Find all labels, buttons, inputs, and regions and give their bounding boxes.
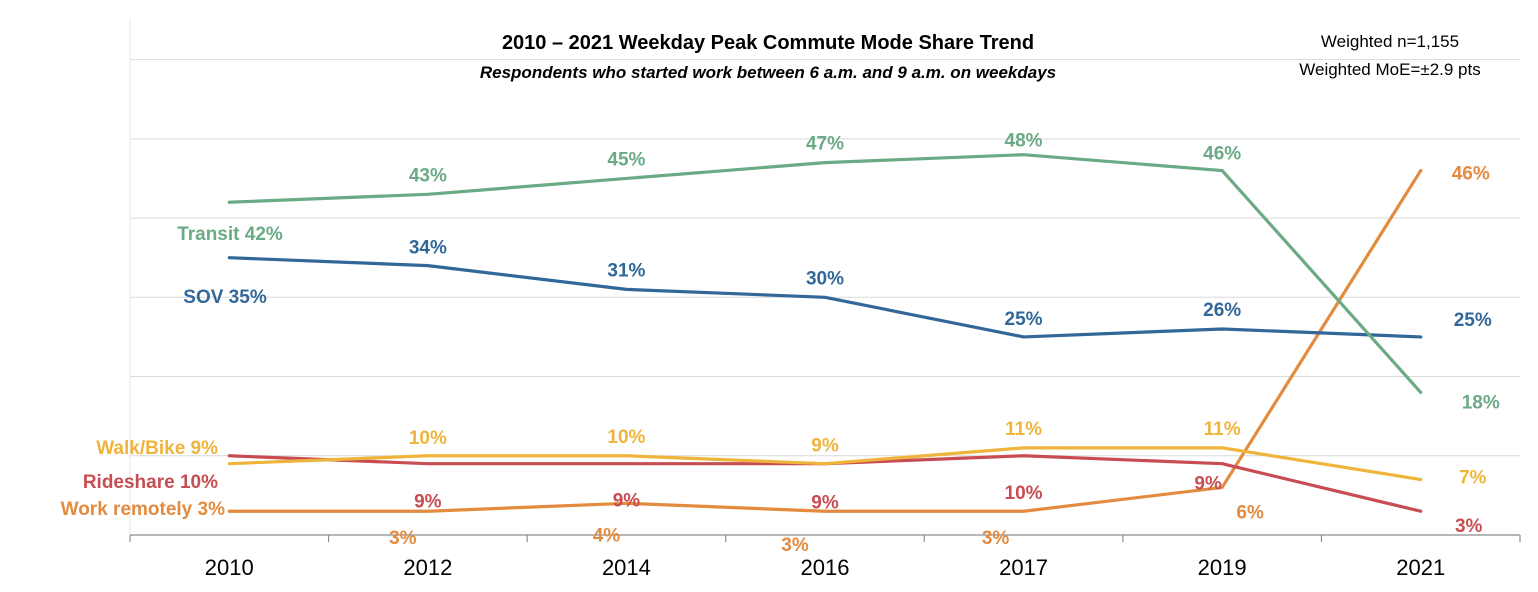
chart-title: 2010 – 2021 Weekday Peak Commute Mode Sh… (502, 32, 1034, 54)
x-tick-label: 2016 (801, 555, 850, 580)
data-label: 6% (1236, 502, 1264, 523)
data-label: 26% (1203, 300, 1241, 321)
data-label: 48% (1005, 131, 1043, 152)
data-label: 9% (414, 492, 442, 513)
data-label: 31% (607, 260, 645, 281)
data-label: 9% (811, 436, 839, 457)
data-label: 25% (1454, 310, 1492, 331)
data-label: 11% (1005, 419, 1042, 440)
data-label: 18% (1462, 392, 1500, 413)
data-label: 11% (1204, 419, 1241, 440)
series-line-walk-bike (227, 446, 1423, 482)
x-tick-label: 2010 (205, 555, 254, 580)
series-line-sov (227, 256, 1423, 339)
margin-of-error-note: Weighted MoE=±2.9 pts (1299, 60, 1480, 79)
data-label: 9% (1194, 474, 1222, 495)
series-start-label: Rideshare 10% (83, 472, 218, 493)
series-start-label: Walk/Bike 9% (96, 438, 218, 459)
data-label: 4% (593, 525, 621, 546)
x-tick-label: 2012 (403, 555, 452, 580)
series-start-label: Work remotely 3% (61, 499, 225, 520)
series-lines (227, 153, 1423, 513)
data-label: 9% (613, 491, 641, 512)
x-tick-label: 2017 (999, 555, 1048, 580)
data-label: 25% (1005, 309, 1043, 330)
series-start-label: Transit 42% (177, 224, 283, 245)
data-label: 3% (781, 535, 809, 556)
series-start-label: SOV 35% (183, 287, 267, 308)
chart-subtitle: Respondents who started work between 6 a… (480, 63, 1056, 82)
data-label: 3% (389, 528, 417, 549)
data-label: 34% (409, 238, 447, 259)
data-label: 10% (1005, 483, 1043, 504)
data-label: 7% (1459, 468, 1487, 489)
data-label: 30% (806, 268, 844, 289)
sample-size-note: Weighted n=1,155 (1321, 32, 1459, 51)
data-label: 43% (409, 165, 447, 186)
data-label: 10% (409, 428, 447, 449)
data-label: 46% (1452, 164, 1490, 185)
data-label: 3% (982, 528, 1010, 549)
data-label: 46% (1203, 144, 1241, 165)
x-tick-label: 2019 (1198, 555, 1247, 580)
x-axis: 2010 2012 2014 2016 2017 2019 2021 (129, 534, 1521, 580)
x-tick-label: 2021 (1396, 555, 1445, 580)
data-label: 47% (806, 134, 844, 155)
data-label: 3% (1455, 516, 1483, 537)
series-line-transit (227, 153, 1423, 394)
data-label: 10% (607, 427, 645, 448)
data-labels: Transit 42% 43% 45% 47% 48% 46% 18% SOV 35% 34% 3… (61, 131, 1500, 557)
x-tick-label: 2014 (602, 555, 651, 580)
data-label: 9% (811, 493, 839, 514)
series-line-work-remotely (227, 168, 1423, 513)
data-label: 45% (607, 149, 645, 170)
